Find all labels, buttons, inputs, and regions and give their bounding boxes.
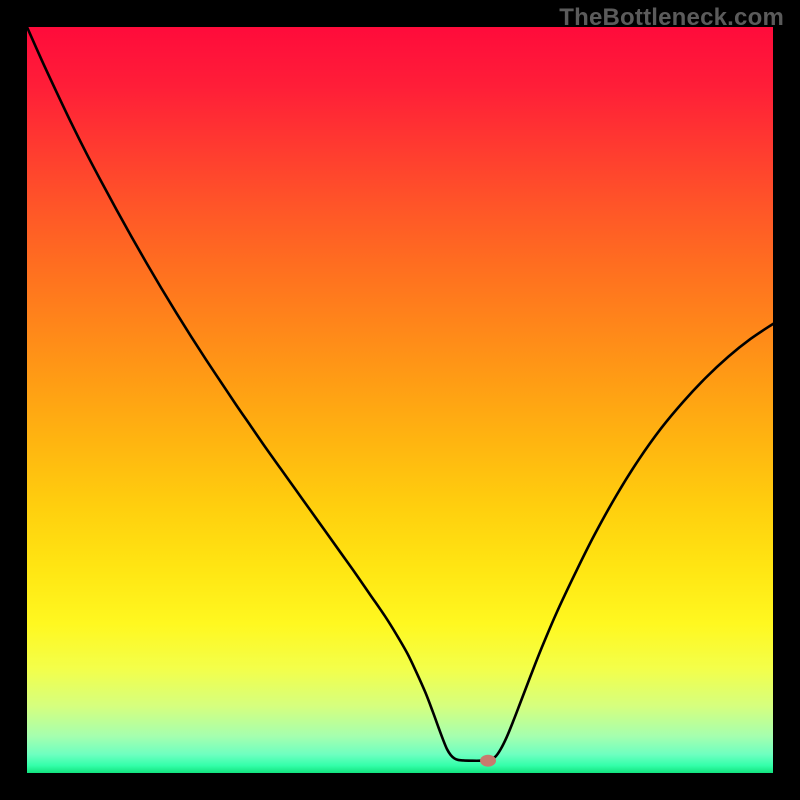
bottleneck-curve	[27, 27, 773, 761]
plot-area	[27, 27, 773, 773]
watermark-text: TheBottleneck.com	[559, 4, 784, 32]
chart-frame: TheBottleneck.com	[0, 0, 800, 800]
bottleneck-curve-svg	[27, 27, 773, 773]
optimal-point-marker	[480, 755, 496, 767]
